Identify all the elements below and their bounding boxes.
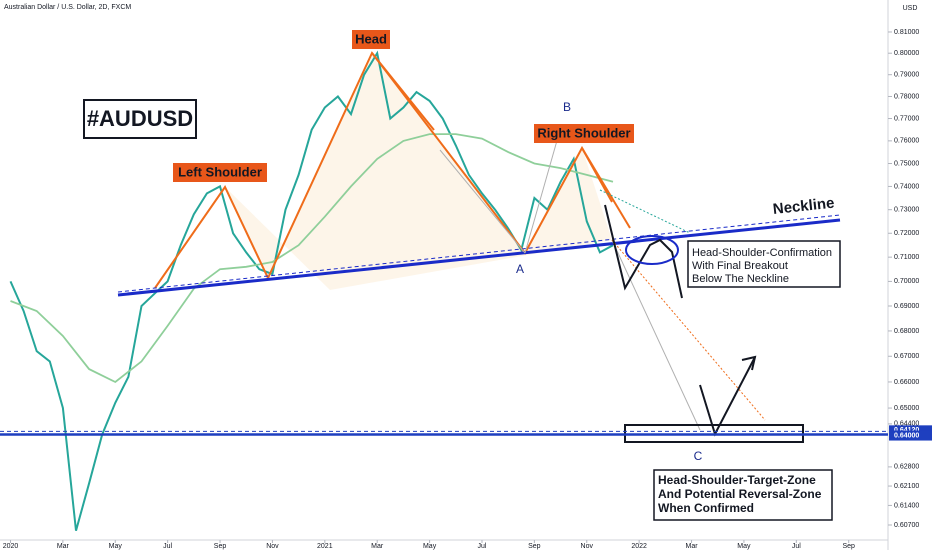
x-tick-label: Sep [842, 543, 855, 550]
left-shoulder-label: Left Shoulder [178, 164, 262, 179]
y-tick-label: 0.70000 [894, 278, 919, 285]
highlight-ellipse [625, 235, 679, 265]
y-tick-label: 0.79000 [894, 72, 919, 79]
y-tick-label: 0.71000 [894, 254, 919, 261]
y-tick-label: 0.81000 [894, 29, 919, 36]
y-tick-label: 0.72000 [894, 230, 919, 237]
x-tick-label: Nov [266, 543, 279, 550]
point-label: B [563, 100, 571, 114]
point-label: A [516, 262, 524, 276]
y-tick-label: 0.60700 [894, 522, 919, 529]
note-text: When Confirmed [658, 501, 754, 515]
projection [599, 189, 691, 234]
x-tick-label: May [109, 543, 123, 550]
neckline [117, 214, 841, 293]
y-tick-label: 0.77000 [894, 115, 919, 122]
y-tick-label: 0.74000 [894, 183, 919, 190]
price-line-series [10, 133, 614, 384]
x-tick-label: Sep [528, 543, 541, 550]
symbol-box [83, 99, 197, 139]
label-box [352, 30, 390, 49]
zigzag [581, 147, 631, 229]
pattern-fill [225, 53, 612, 290]
note-text: Head-Shoulder-Confirmation [692, 247, 832, 259]
y-tick-label: 0.62100 [894, 483, 919, 490]
head-label: Head [355, 31, 387, 46]
projection [524, 129, 561, 254]
neckline [117, 218, 841, 297]
x-tick-label: 2020 [3, 543, 19, 550]
chart-title: Australian Dollar / U.S. Dollar, 2D, FXC… [4, 4, 131, 11]
y-tick-label: 0.65000 [894, 405, 919, 412]
price-label: 0.64000 [894, 432, 919, 439]
y-tick-label: 0.62800 [894, 464, 919, 471]
y-tick-label: 0.64400 [894, 421, 919, 428]
arrow-head [741, 355, 757, 371]
x-tick-label: Nov [581, 543, 594, 550]
note-text: Head-Shoulder-Target-Zone [658, 473, 816, 487]
y-tick-label: 0.75000 [894, 160, 919, 167]
x-tick-label: Mar [686, 543, 699, 550]
x-tick-label: May [423, 543, 437, 550]
x-tick-label: Mar [371, 543, 384, 550]
currency: USD [903, 5, 918, 12]
y-tick-label: 0.61400 [894, 502, 919, 509]
symbol-label: #AUDUSD [87, 106, 193, 131]
price-label-box [889, 430, 932, 441]
x-tick-label: Mar [57, 543, 70, 550]
y-tick-label: 0.78000 [894, 93, 919, 100]
drawings: #AUDUSD Head Left Shoulder Right Shoulde… [83, 30, 841, 521]
y-tick-label: 0.80000 [894, 50, 919, 57]
x-tick-label: May [737, 543, 751, 550]
x-tick-label: 2021 [317, 543, 333, 550]
label-box [173, 163, 267, 182]
right-shoulder-label: Right Shoulder [537, 125, 630, 140]
note-box [653, 469, 833, 521]
projection [611, 239, 701, 431]
point-label: C [694, 449, 703, 463]
x-tick-label: Sep [214, 543, 227, 550]
note-box [687, 240, 841, 288]
y-tick-label: 0.73000 [894, 207, 919, 214]
note-text: With Final Breakout [692, 260, 788, 272]
zigzag [371, 52, 435, 131]
x-tick-label: Jul [792, 543, 801, 550]
y-tick-label: 0.69000 [894, 303, 919, 310]
y-tick-label: 0.76000 [894, 138, 919, 145]
x-tick-label: Jul [163, 543, 172, 550]
y-tick-label: 0.67000 [894, 353, 919, 360]
price-label-box [889, 425, 932, 436]
y-tick-label: 0.68000 [894, 328, 919, 335]
projection [611, 239, 766, 421]
path-sketch [604, 204, 683, 299]
neckline-label: Neckline [772, 195, 835, 218]
y-tick-label: 0.66000 [894, 379, 919, 386]
label-box [534, 124, 634, 143]
projection [439, 149, 526, 254]
x-tick-label: 2022 [631, 543, 647, 550]
note-text: And Potential Reversal-Zone [658, 487, 822, 501]
x-tick-label: Jul [478, 543, 487, 550]
note-text: Below The Neckline [692, 273, 789, 285]
